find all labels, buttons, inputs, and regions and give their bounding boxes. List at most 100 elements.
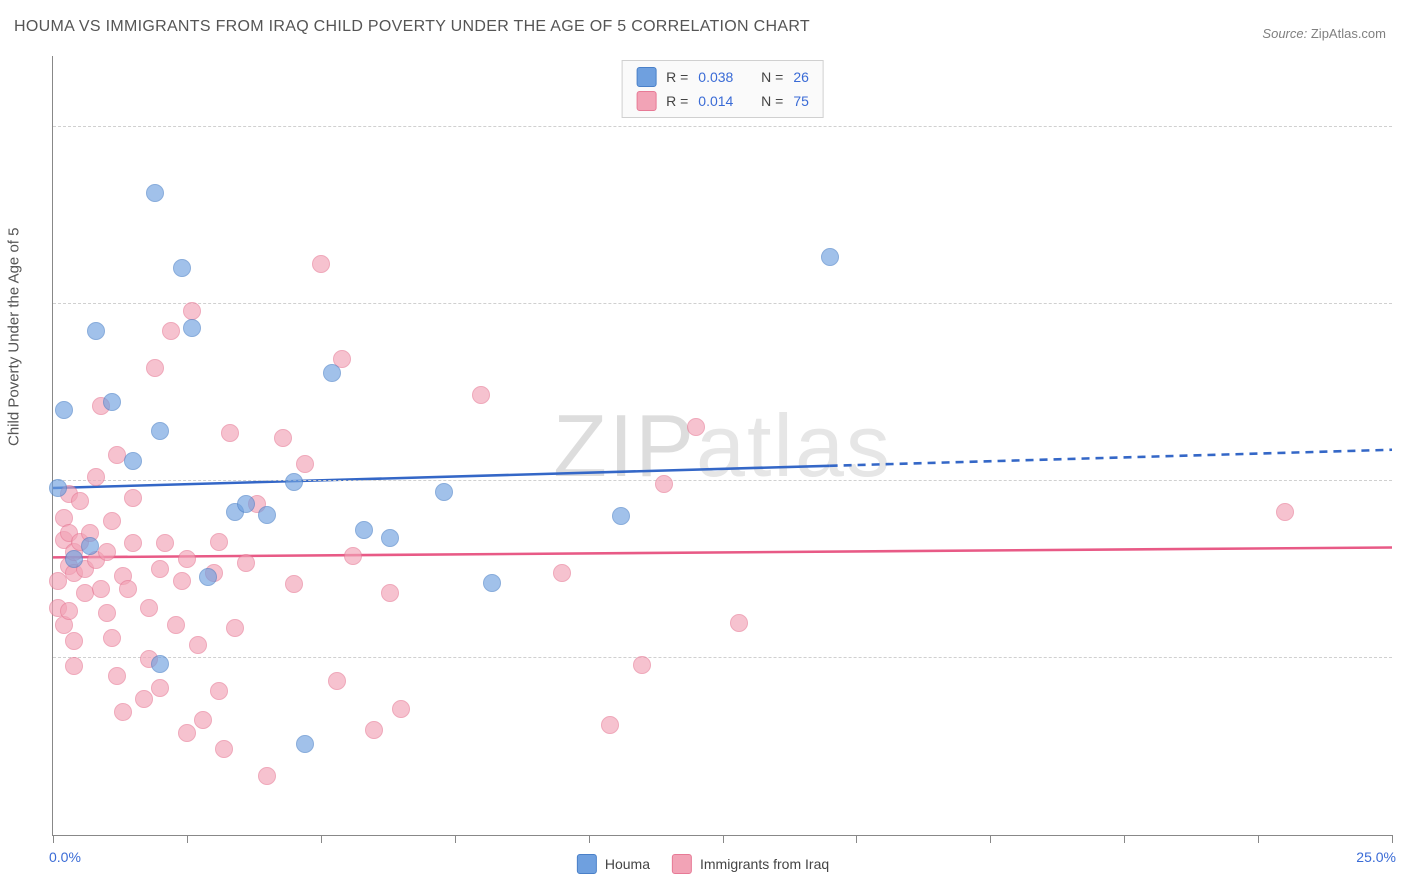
data-point: [285, 473, 303, 491]
data-point: [344, 547, 362, 565]
y-tick-label: 12.5%: [1398, 634, 1406, 650]
data-point: [65, 657, 83, 675]
data-point: [221, 424, 239, 442]
legend-series: Houma Immigrants from Iraq: [577, 854, 829, 874]
data-point: [274, 429, 292, 447]
legend-name-1: Immigrants from Iraq: [700, 856, 829, 872]
data-point: [151, 679, 169, 697]
data-point: [199, 568, 217, 586]
data-point: [392, 700, 410, 718]
data-point: [730, 614, 748, 632]
x-origin-label: 0.0%: [49, 849, 81, 865]
data-point: [108, 667, 126, 685]
chart-title: HOUMA VS IMMIGRANTS FROM IRAQ CHILD POVE…: [14, 18, 810, 36]
data-point: [178, 724, 196, 742]
data-point: [124, 452, 142, 470]
data-point: [210, 533, 228, 551]
x-tick-mark: [589, 835, 590, 843]
legend-item-1: Immigrants from Iraq: [672, 854, 829, 874]
data-point: [258, 506, 276, 524]
data-point: [328, 672, 346, 690]
data-point: [655, 475, 673, 493]
x-max-label: 25.0%: [1356, 849, 1396, 865]
data-point: [65, 632, 83, 650]
data-point: [151, 560, 169, 578]
data-point: [633, 656, 651, 674]
data-point: [60, 602, 78, 620]
data-point: [612, 507, 630, 525]
x-tick-mark: [1258, 835, 1259, 843]
data-point: [296, 735, 314, 753]
legend-swatch-bottom-0: [577, 854, 597, 874]
data-point: [98, 604, 116, 622]
data-point: [472, 386, 490, 404]
data-point: [215, 740, 233, 758]
data-point: [189, 636, 207, 654]
gridline: [53, 657, 1392, 658]
gridline: [53, 303, 1392, 304]
data-point: [381, 529, 399, 547]
data-point: [173, 572, 191, 590]
data-point: [355, 521, 373, 539]
x-tick-mark: [723, 835, 724, 843]
data-point: [312, 255, 330, 273]
data-point: [151, 422, 169, 440]
x-tick-mark: [187, 835, 188, 843]
data-point: [210, 682, 228, 700]
y-tick-label: 37.5%: [1398, 280, 1406, 296]
x-tick-mark: [1392, 835, 1393, 843]
data-point: [365, 721, 383, 739]
data-point: [49, 572, 67, 590]
legend-item-0: Houma: [577, 854, 650, 874]
plot-area: ZIPatlas R = 0.038 N = 26 R = 0.014 N = …: [52, 56, 1392, 836]
x-tick-mark: [856, 835, 857, 843]
y-tick-label: 25.0%: [1398, 457, 1406, 473]
source-attribution: Source: ZipAtlas.com: [1262, 26, 1386, 41]
data-point: [146, 184, 164, 202]
data-point: [135, 690, 153, 708]
data-point: [119, 580, 137, 598]
data-point: [237, 554, 255, 572]
data-point: [124, 489, 142, 507]
data-point: [55, 401, 73, 419]
data-point: [194, 711, 212, 729]
data-point: [114, 703, 132, 721]
data-point: [146, 359, 164, 377]
data-point: [103, 629, 121, 647]
data-point: [156, 534, 174, 552]
data-point: [87, 322, 105, 340]
data-point: [178, 550, 196, 568]
legend-swatch-bottom-1: [672, 854, 692, 874]
y-tick-label: 50.0%: [1398, 103, 1406, 119]
source-label: Source:: [1262, 26, 1307, 41]
data-point: [92, 580, 110, 598]
data-point: [323, 364, 341, 382]
data-point: [553, 564, 571, 582]
data-point: [601, 716, 619, 734]
data-point: [285, 575, 303, 593]
data-point: [49, 479, 67, 497]
gridline: [53, 126, 1392, 127]
data-point: [435, 483, 453, 501]
x-tick-mark: [1124, 835, 1125, 843]
data-point: [81, 537, 99, 555]
data-point: [687, 418, 705, 436]
data-point: [124, 534, 142, 552]
x-tick-mark: [53, 835, 54, 843]
x-tick-mark: [321, 835, 322, 843]
data-point: [821, 248, 839, 266]
x-tick-mark: [455, 835, 456, 843]
data-point: [103, 393, 121, 411]
y-axis-label: Child Poverty Under the Age of 5: [6, 228, 23, 446]
data-point: [183, 302, 201, 320]
data-point: [226, 619, 244, 637]
data-point: [183, 319, 201, 337]
data-point: [483, 574, 501, 592]
data-point: [237, 495, 255, 513]
data-point: [151, 655, 169, 673]
data-point: [98, 543, 116, 561]
data-point: [258, 767, 276, 785]
data-point: [71, 492, 89, 510]
gridline: [53, 480, 1392, 481]
data-point: [381, 584, 399, 602]
